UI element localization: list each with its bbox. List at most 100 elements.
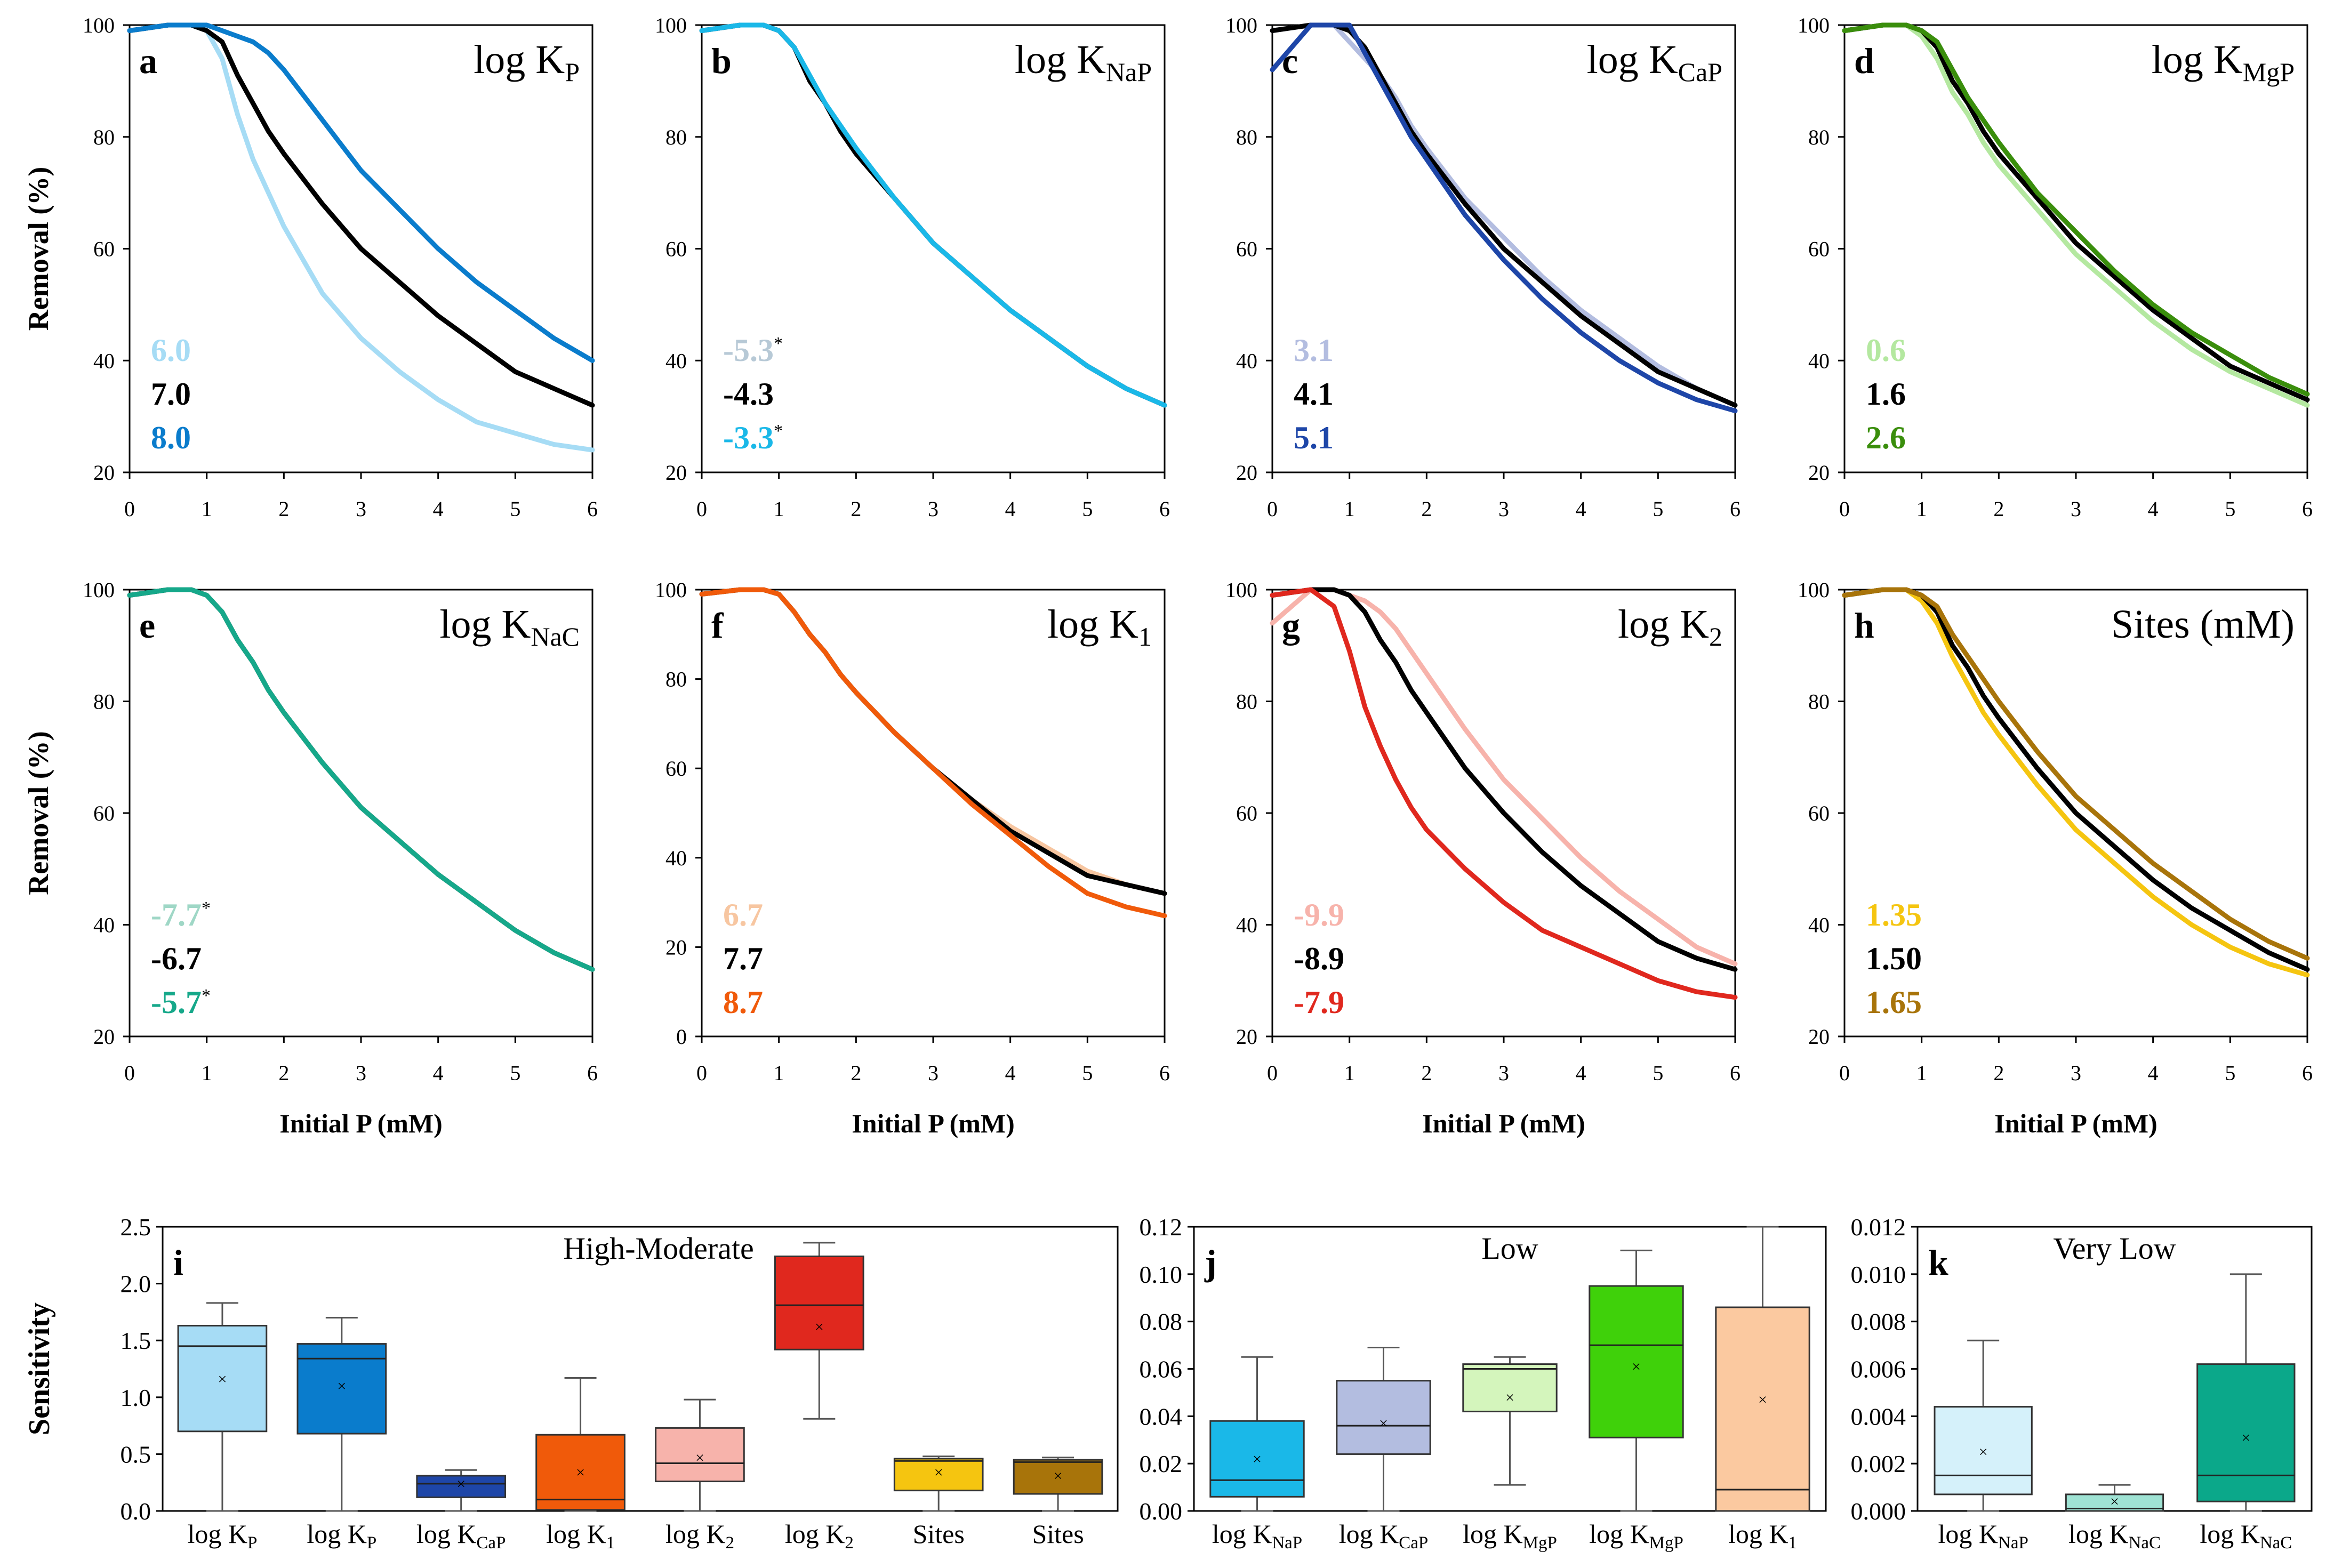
x-tick-label: 0 [1267,497,1278,521]
category-label-subscript: CaP [476,1533,506,1553]
x-tick-label: 4 [2148,497,2159,521]
y-tick-label: 80 [1236,690,1257,714]
category-label: log KP [188,1519,258,1553]
category-label-main: log K [1463,1519,1523,1549]
box-log K-MgP: × log KMgP [1462,1356,1558,1553]
x-tick-label: 0 [696,1061,707,1085]
panel-letter: j [1204,1242,1217,1283]
category-label-subscript: P [247,1533,257,1553]
category-label: log KCaP [1339,1519,1429,1553]
x-tick-label: 6 [2302,1061,2313,1085]
y-tick-label: 20 [1236,1025,1257,1049]
x-tick-label: 4 [433,497,444,521]
significance-star: * [774,334,783,353]
y-tick-label: 60 [1808,801,1830,825]
category-label: log KNaP [1212,1519,1302,1553]
y-tick-label: 0.04 [1140,1403,1183,1430]
y-tick-label: 0.004 [1851,1403,1906,1430]
value-label: 1.65 [1866,985,1922,1020]
y-tick-label: 40 [665,846,687,870]
x-tick-label: 2 [851,497,861,521]
value-label: -3.3* [723,420,783,455]
y-tick-label: 80 [665,668,687,691]
box-body [1336,1380,1431,1455]
series-line-3.1 [1270,22,1738,408]
panel-title-main: Sites (mM) [2111,602,2295,647]
panel-k: 0.000 0.002 0.004 0.006 0.008 0.010 0.012 × log … [1851,1213,2313,1553]
y-tick-label: 0.08 [1140,1308,1183,1336]
x-tick-label: 4 [2148,1061,2159,1085]
x-tick-label: 1 [774,1061,784,1085]
x-tick-label: 4 [1005,1061,1016,1085]
category-label-main: log K [2200,1519,2260,1549]
y-tick-label: 80 [1236,125,1257,149]
y-tick-label: 0.02 [1140,1450,1183,1477]
category-label: log KMgP [1589,1519,1683,1553]
x-tick-label: 0 [1267,1061,1278,1085]
y-tick-label: 40 [1808,913,1830,937]
panel-title-main: log K [1015,37,1106,82]
panel-title: Very Low [2053,1231,2176,1266]
panel-title-main: log K [474,37,565,82]
x-tick-label: 6 [1730,1061,1741,1085]
y-tick-label: 40 [1236,349,1257,373]
value-label: 7.0 [151,376,191,412]
mean-marker: × [1505,1389,1514,1406]
series-line-1.35 [1842,587,2310,978]
y-axis-label: Sensitivity [23,1302,56,1435]
panel-title-main: log K [1618,602,1709,647]
x-tick-label: 1 [1916,497,1927,521]
box-body [2196,1363,2296,1502]
category-label: Sites [1032,1519,1084,1549]
category-label-main: log K [2068,1519,2129,1549]
panel-letter: h [1854,605,1874,646]
panel-title-subscript: NaC [531,622,580,652]
x-axis-label: Initial P (mM) [279,1108,443,1138]
series-line--7.9 [1270,587,1738,1000]
panel-letter: g [1282,605,1300,646]
y-tick-label: 80 [93,125,115,149]
series-line--8.9 [1270,587,1738,972]
y-tick-label: 20 [93,1025,115,1049]
category-label: log KMgP [1463,1519,1557,1553]
value-label: 8.0 [151,420,191,455]
y-tick-label: 60 [1236,237,1257,261]
series-line-1.65 [1842,587,2310,961]
panel-title: log K2 [1618,602,1722,652]
category-label-main: log K [188,1519,248,1549]
category-label: log KP [307,1519,376,1553]
value-label: 2.6 [1866,420,1906,455]
category-label-subscript: 2 [725,1533,734,1553]
category-label-main: log K [1938,1519,1998,1549]
x-tick-label: 2 [1993,1061,2004,1085]
y-tick-label: 100 [83,13,115,37]
series-line-5.1 [1270,22,1738,414]
series-line--5.7 [127,587,595,972]
x-tick-label: 5 [1653,1061,1663,1085]
y-tick-label: 100 [83,578,115,602]
category-label-main: Sites [1032,1519,1084,1549]
y-tick-label: 60 [93,237,115,261]
category-label-subscript: MgP [1523,1533,1557,1553]
x-tick-label: 3 [2071,497,2081,521]
category-label-main: log K [665,1519,726,1549]
category-label: log K2 [785,1519,854,1553]
x-tick-label: 1 [1344,497,1355,521]
y-axis-label: Removal (%) [22,167,54,331]
box-body [1013,1459,1103,1495]
y-tick-label: 80 [1808,690,1830,714]
y-tick-label: 0.000 [1851,1498,1906,1525]
y-tick-label: 100 [1225,578,1257,602]
panel-title: log KCaP [1587,37,1722,87]
x-tick-label: 6 [1159,1061,1170,1085]
x-tick-label: 6 [1730,497,1741,521]
category-label-subscript: NaP [1998,1533,2028,1553]
x-tick-label: 1 [774,497,784,521]
mean-marker: × [337,1377,346,1395]
category-label-subscript: 1 [1788,1533,1798,1553]
x-tick-label: 0 [1839,1061,1850,1085]
panel-letter: a [139,41,157,81]
plot-frame [701,589,1166,1038]
mean-marker: × [1054,1467,1063,1485]
y-tick-label: 0.06 [1140,1356,1183,1383]
